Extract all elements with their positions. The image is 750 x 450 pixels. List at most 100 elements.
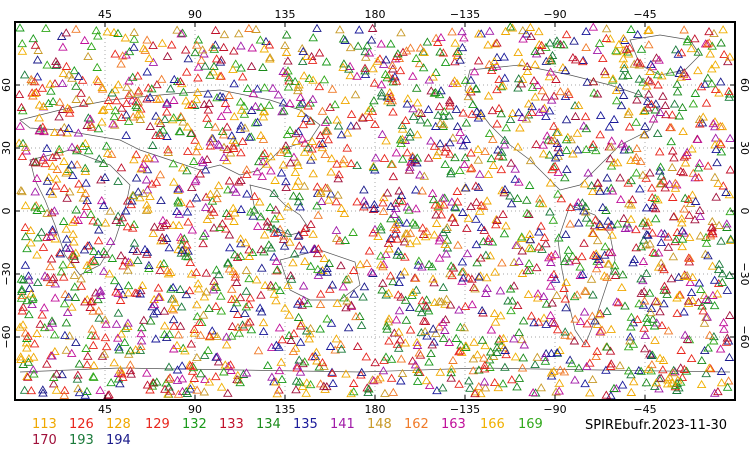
observation-marker [474, 29, 484, 38]
observation-marker [492, 343, 502, 352]
observation-marker [411, 185, 421, 194]
observation-marker [582, 319, 592, 328]
observation-marker [585, 218, 595, 227]
observation-marker [628, 258, 638, 267]
observation-marker [693, 163, 704, 172]
observation-marker [100, 218, 111, 227]
observation-marker [371, 153, 381, 162]
observation-marker [442, 222, 452, 232]
observation-marker [451, 104, 462, 113]
observation-marker [438, 48, 449, 57]
observation-marker [641, 378, 652, 387]
observation-marker [376, 260, 386, 269]
observation-marker [608, 74, 618, 83]
observation-marker [602, 342, 612, 351]
observation-marker [642, 313, 652, 322]
observation-marker [725, 234, 736, 243]
observation-marker [416, 108, 427, 117]
observation-marker [602, 186, 612, 195]
observation-marker [655, 353, 665, 362]
observation-marker [472, 350, 483, 359]
observation-marker [645, 168, 655, 177]
observation-marker [189, 324, 200, 333]
observation-marker [233, 370, 243, 379]
observation-marker [510, 174, 520, 183]
observation-marker [685, 253, 695, 263]
observation-marker [359, 202, 369, 211]
observation-marker [413, 367, 424, 376]
observation-marker [650, 204, 661, 213]
observation-marker [74, 388, 85, 397]
observation-marker [704, 330, 715, 339]
observation-marker [303, 299, 313, 308]
observation-marker [276, 168, 287, 177]
observation-marker [522, 208, 532, 217]
observation-marker [87, 324, 98, 333]
observation-marker [93, 31, 103, 40]
observation-marker [113, 308, 124, 317]
observation-marker [46, 86, 56, 95]
observation-marker [124, 47, 135, 56]
observation-marker [283, 66, 293, 75]
observation-marker [356, 367, 367, 376]
observation-marker [345, 71, 356, 80]
observation-marker [606, 359, 616, 368]
coastline [19, 89, 321, 176]
observation-marker [382, 324, 392, 333]
observation-marker [553, 167, 564, 176]
observation-marker [679, 364, 690, 373]
observation-marker [305, 261, 316, 270]
observation-marker [177, 374, 188, 383]
observation-marker [698, 306, 709, 315]
observation-marker [716, 38, 726, 47]
observation-marker [547, 165, 557, 174]
observation-marker [192, 352, 202, 362]
observation-marker [568, 149, 578, 158]
observation-marker [400, 295, 411, 304]
observation-marker [445, 269, 455, 278]
observation-marker [417, 262, 427, 271]
observation-marker [570, 314, 580, 323]
observation-marker [405, 325, 416, 334]
observation-marker [499, 52, 509, 61]
observation-marker [544, 72, 555, 81]
observation-marker [154, 94, 165, 103]
observation-marker [172, 365, 183, 374]
observation-marker [51, 385, 62, 394]
observation-marker [560, 294, 571, 303]
observation-marker [121, 98, 132, 107]
observation-marker [362, 41, 373, 50]
observation-marker [362, 258, 372, 267]
observation-marker [228, 203, 238, 212]
observation-marker [369, 96, 379, 105]
observation-marker [152, 377, 162, 386]
observation-marker [327, 280, 338, 289]
observation-marker [54, 147, 64, 156]
observation-marker [303, 101, 313, 110]
observation-marker [109, 120, 120, 129]
observation-marker [725, 235, 736, 245]
observation-marker [181, 96, 191, 105]
observation-marker [283, 56, 293, 65]
observation-marker [498, 81, 508, 90]
observation-marker [126, 89, 136, 98]
observation-marker [518, 34, 528, 43]
observation-marker [163, 147, 174, 156]
observation-marker [436, 32, 446, 42]
observation-marker [352, 160, 362, 170]
observation-marker [168, 305, 179, 314]
observation-marker [618, 33, 629, 43]
observation-marker [658, 355, 669, 364]
observation-marker [312, 201, 322, 210]
observation-marker [17, 286, 27, 295]
observation-marker [177, 28, 188, 37]
observation-marker [308, 229, 318, 238]
observation-marker [23, 331, 33, 340]
observation-marker [499, 140, 510, 149]
observation-marker [666, 137, 676, 146]
observation-marker [73, 128, 84, 137]
observation-marker [173, 330, 184, 339]
observation-marker [141, 205, 152, 214]
observation-marker [136, 164, 146, 173]
observation-marker [634, 74, 645, 83]
